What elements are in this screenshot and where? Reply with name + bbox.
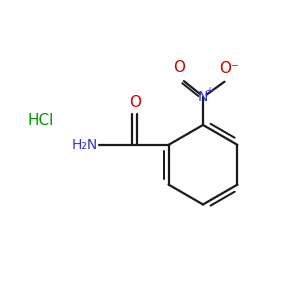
Text: +: + bbox=[206, 85, 214, 95]
Text: O: O bbox=[173, 60, 185, 75]
Text: HCl: HCl bbox=[28, 113, 54, 128]
Text: O⁻: O⁻ bbox=[220, 61, 239, 76]
Text: H₂N: H₂N bbox=[72, 138, 98, 152]
Text: O: O bbox=[129, 95, 141, 110]
Text: N: N bbox=[198, 90, 208, 104]
